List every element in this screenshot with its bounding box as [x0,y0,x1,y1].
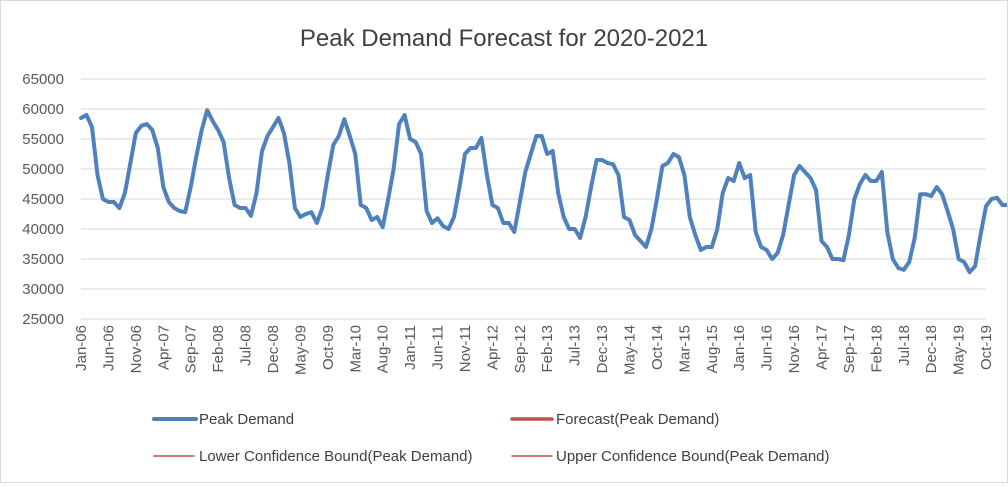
x-tick-label: Aug-15 [704,325,721,373]
x-tick-label: Jun-06 [100,325,117,371]
x-tick-label: Dec-13 [594,325,611,373]
legend-label: Peak Demand [199,411,294,428]
y-tick-label: 50000 [22,161,64,178]
legend-label: Upper Confidence Bound(Peak Demand) [556,448,830,465]
x-tick-label: Jan-16 [731,325,748,371]
legend: Peak Demand Forecast(Peak Demand) Lower Co… [152,411,830,465]
x-tick-label: May-14 [622,325,639,375]
x-tick-label: Apr-12 [484,325,501,370]
y-tick-label: 35000 [22,251,64,268]
y-tick-label: 55000 [22,131,64,148]
x-tick-label: Feb-18 [868,325,885,373]
y-tick-label: 25000 [22,311,64,328]
x-tick-label: Nov-06 [128,325,145,373]
x-tick-label: Jun-16 [759,325,776,371]
x-tick-label: Jul-18 [896,325,913,366]
x-tick-label: Nov-11 [457,325,474,372]
x-tick-label: Aug-10 [375,325,392,373]
y-axis-ticks: 25000 30000 35000 40000 45000 50000 55000 60000… [22,71,64,328]
legend-label: Forecast(Peak Demand) [556,411,719,428]
x-tick-label: Jul-08 [238,325,255,366]
x-tick-label: Sep-12 [512,325,529,373]
x-tick-label: Feb-08 [210,325,227,373]
legend-entry-peak-demand: Peak Demand [152,411,294,428]
x-tick-label: Jan-11 [402,325,419,370]
x-tick-label: May-19 [951,325,968,375]
x-tick-label: Mar-10 [347,325,364,373]
x-tick-label: Mar-20 [1005,325,1007,373]
x-tick-label: Oct-09 [320,325,337,370]
x-tick-label: May-09 [292,325,309,375]
x-tick-label: Dec-08 [265,325,282,373]
gridlines [81,78,986,320]
x-tick-label: Feb-13 [539,325,556,373]
x-tick-label: Sep-17 [841,325,858,373]
peak-demand-line [79,108,1008,275]
chart-title: Peak Demand Forecast for 2020-2021 [300,25,708,52]
legend-label: Lower Confidence Bound(Peak Demand) [199,448,473,465]
x-tick-label: Apr-07 [155,325,172,370]
x-tick-label: Nov-16 [786,325,803,373]
y-tick-label: 60000 [22,101,64,118]
x-tick-label: Jan-06 [73,325,90,371]
y-tick-label: 40000 [22,221,64,238]
x-tick-label: Oct-14 [649,325,666,370]
y-tick-label: 30000 [22,281,64,298]
x-tick-label: Jul-13 [567,325,584,366]
legend-entry-forecast: Forecast(Peak Demand) [510,411,719,428]
x-tick-label: Sep-07 [183,325,200,373]
series-lines [79,108,1008,275]
x-tick-label: Jun-11 [430,325,447,370]
x-tick-label: Oct-19 [978,325,995,370]
y-tick-label: 65000 [22,71,64,88]
x-tick-label: Apr-17 [813,325,830,370]
x-tick-label: Dec-18 [923,325,940,373]
legend-entry-upper-bound: Upper Confidence Bound(Peak Demand) [511,448,830,465]
y-tick-label: 45000 [22,191,64,208]
x-axis-ticks: Jan-06 Jun-06 Nov-06 Apr-07 Sep-07 Feb-08 Jul-… [73,325,1008,375]
legend-entry-lower-bound: Lower Confidence Bound(Peak Demand) [153,448,473,465]
x-tick-label: Mar-15 [676,325,693,373]
